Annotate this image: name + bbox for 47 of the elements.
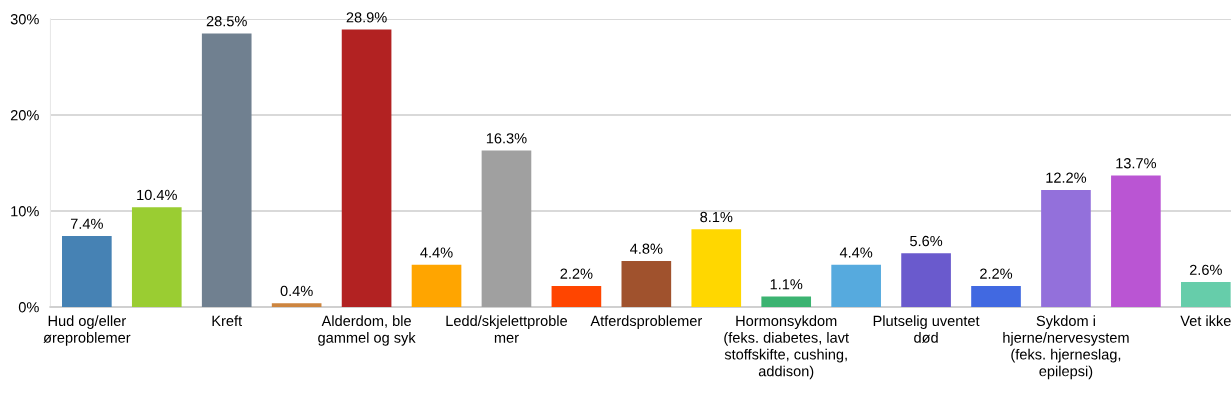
bar <box>481 150 532 307</box>
y-tick-label: 30% <box>10 14 39 25</box>
y-tick-label: 10% <box>11 206 39 217</box>
data-label: 2.6% <box>1189 264 1222 275</box>
data-label: 4.8% <box>630 243 663 254</box>
data-label: 7.4% <box>70 218 103 229</box>
data-label: 4.4% <box>839 247 873 258</box>
bar <box>901 253 951 307</box>
bar <box>971 285 1021 307</box>
x-tick-label: Alderdom, ble gammel og syk <box>318 315 416 346</box>
data-label: 1.1% <box>770 279 803 290</box>
bar <box>131 207 182 307</box>
x-tick-label: Hormonsykdom (feks. diabetes, lavt stoffskifte, cushing, addison) <box>724 315 849 380</box>
data-label: 16.3% <box>486 133 527 144</box>
bar <box>62 235 112 307</box>
data-label: 0.4% <box>280 285 313 297</box>
data-label: 28.5% <box>206 16 247 27</box>
y-tick-label: 0% <box>18 302 39 313</box>
x-tick-label: Ledd/skjelettproble mer <box>446 315 568 343</box>
bar <box>1111 175 1161 307</box>
y-tick-label: 20% <box>10 110 39 121</box>
bar <box>621 260 672 307</box>
x-tick-label: Sykdom i hjerne/nervesystem (feks. hjerneslag, epilepsi) <box>1003 315 1129 380</box>
bar <box>201 33 252 307</box>
data-label: 8.1% <box>700 211 733 223</box>
bar <box>1181 282 1231 307</box>
x-tick-label: Hud og/eller øreproblemer <box>43 315 131 346</box>
x-tick-label: Atferdsproblemer <box>590 315 703 329</box>
data-label: 10.4% <box>137 189 177 201</box>
data-label: 5.6% <box>910 235 943 247</box>
x-tick-label: Vet ikke <box>1180 315 1231 327</box>
bar <box>1041 189 1091 307</box>
data-label: 4.4% <box>420 247 453 258</box>
data-label: 12.2% <box>1046 172 1087 183</box>
bar <box>411 264 462 307</box>
x-tick-label: Plutselig uventet død <box>873 315 980 343</box>
data-label: 13.7% <box>1116 158 1157 169</box>
bar <box>831 264 881 307</box>
bar <box>341 29 392 307</box>
bar <box>761 296 812 307</box>
data-label: 28.9% <box>346 12 387 23</box>
data-label: 2.2% <box>980 268 1013 279</box>
bar <box>551 285 602 307</box>
bar <box>691 229 742 307</box>
x-tick-label: Kreft <box>212 315 242 327</box>
data-label: 2.2% <box>560 268 593 279</box>
bar <box>271 303 322 307</box>
